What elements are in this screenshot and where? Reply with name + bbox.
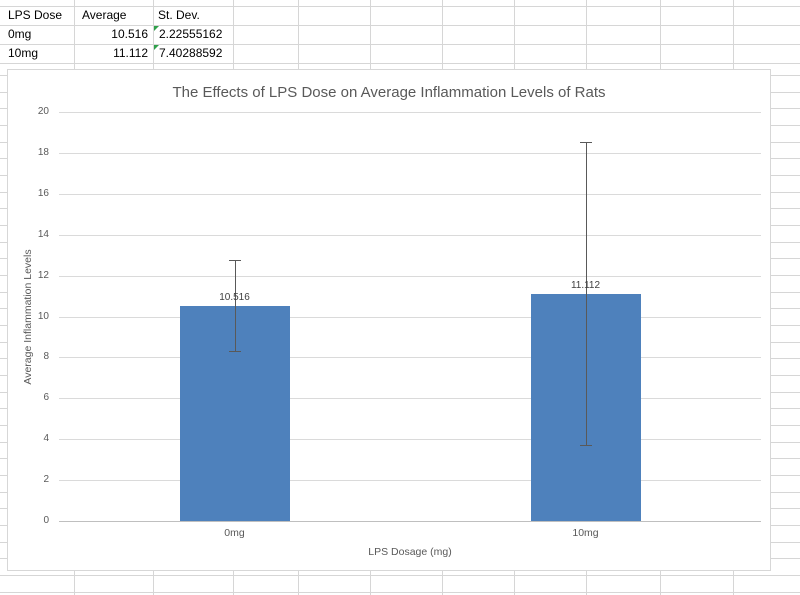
error-bar-cap — [228, 351, 241, 353]
cell-header-lps-dose[interactable]: LPS Dose — [8, 8, 63, 22]
data-label: 11.112 — [570, 279, 601, 291]
y-tick-label: 16 — [37, 187, 49, 199]
y-tick-label: 10 — [37, 310, 49, 322]
chart-gridline — [59, 357, 761, 359]
sheet-gridline — [0, 44, 800, 45]
chart-gridline — [59, 112, 761, 113]
error-bar-line — [585, 142, 587, 446]
x-tick-label: 0mg — [224, 527, 245, 539]
cell-header-stdev[interactable]: St. Dev. — [158, 8, 200, 22]
y-tick-label: 20 — [37, 106, 49, 117]
y-tick-label: 6 — [43, 392, 49, 404]
chart-gridline — [59, 480, 761, 482]
error-bar-cap — [228, 260, 241, 262]
chart-gridline — [59, 316, 761, 318]
chart[interactable]: The Effects of LPS Dose on Average Infla… — [7, 69, 771, 571]
cell-average-10mg[interactable]: 11.112 — [113, 46, 148, 60]
error-bar-line — [234, 260, 236, 352]
x-axis-line — [59, 521, 761, 522]
chart-gridline — [59, 193, 761, 195]
y-tick-label: 2 — [43, 474, 49, 486]
cell-dose-10mg[interactable]: 10mg — [8, 46, 39, 60]
chart-gridline — [59, 152, 761, 154]
sheet-gridline — [0, 25, 800, 26]
chart-gridline — [59, 398, 761, 400]
cell-stdev-10mg[interactable]: 7.40288592 — [159, 46, 223, 60]
chart-title: The Effects of LPS Dose on Average Infla… — [172, 84, 606, 101]
error-bar-cap — [579, 445, 592, 447]
sheet-gridline — [0, 6, 800, 7]
x-axis-title: LPS Dosage (mg) — [368, 546, 452, 558]
error-indicator-icon[interactable] — [154, 45, 159, 50]
y-tick-label: 18 — [37, 146, 49, 158]
y-tick-label: 14 — [37, 228, 49, 240]
cell-dose-0mg[interactable]: 0mg — [8, 27, 32, 41]
sheet-gridline — [0, 592, 800, 593]
y-tick-label: 8 — [43, 351, 49, 363]
cell-stdev-0mg[interactable]: 2.22555162 — [159, 27, 223, 41]
cell-average-0mg[interactable]: 10.516 — [111, 27, 148, 41]
sheet-gridline — [0, 63, 800, 64]
error-indicator-icon[interactable] — [154, 26, 159, 31]
data-label: 10.516 — [219, 291, 250, 303]
chart-gridline — [59, 234, 761, 236]
error-bar-cap — [579, 142, 592, 144]
sheet-gridline — [0, 575, 800, 576]
y-tick-label: 0 — [43, 515, 49, 526]
y-tick-label: 12 — [37, 269, 49, 281]
y-tick-label: 4 — [43, 433, 49, 445]
chart-gridline — [59, 275, 761, 277]
x-tick-label: 10mg — [572, 527, 599, 539]
cell-header-average[interactable]: Average — [82, 8, 127, 22]
chart-gridline — [59, 439, 761, 441]
